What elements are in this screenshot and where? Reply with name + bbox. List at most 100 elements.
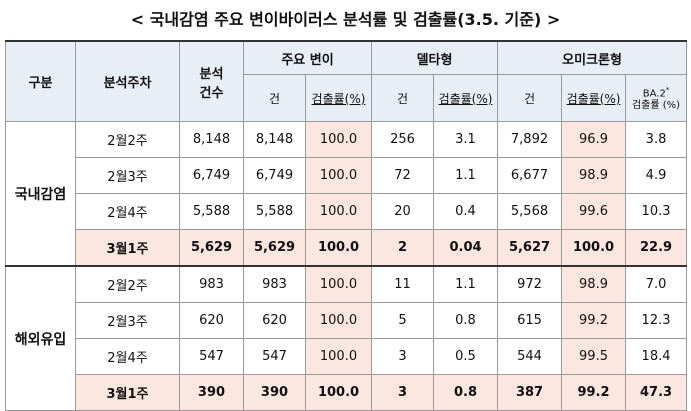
omicron-rate-cell: 99.2: [561, 374, 627, 411]
delta-rate-cell: 1.1: [432, 265, 499, 303]
omicron-rate-cell: 99.5: [561, 338, 627, 375]
ba2-rate-cell: 7.0: [625, 265, 688, 303]
delta-rate-cell: 3.1: [432, 121, 499, 158]
header-delta-rate: 검출률(%): [432, 74, 499, 122]
major-rate-cell: 100.0: [305, 374, 372, 411]
delta-cases-cell: 3: [371, 338, 434, 375]
major-rate-cell: 100.0: [305, 338, 372, 375]
omicron-cases-cell: 972: [497, 265, 563, 303]
analyzed-cell: 5,629: [179, 229, 244, 267]
header-ba2-line2: 검출률 (%): [631, 100, 681, 112]
major-cases-cell: 547: [243, 338, 306, 375]
week-cell: 2월4주: [75, 338, 180, 375]
omicron-rate-cell: 100.0: [561, 229, 627, 267]
major-cases-cell: 8,148: [243, 121, 306, 158]
table-row: 3월1주 5,629 5,629 100.0 2 0.04 5,627 100.0 22.9: [6, 229, 688, 267]
table-row: 2월4주 547 547 100.0 3 0.5 544 99.5 18.4: [6, 338, 688, 375]
week-cell: 3월1주: [75, 229, 180, 267]
table-title: < 국내감염 주요 변이바이러스 분석률 및 검출률(3.5. 기준) >: [130, 10, 561, 29]
major-rate-cell: 100.0: [305, 193, 372, 230]
omicron-cases-cell: 5,627: [497, 229, 563, 267]
variant-table: 구분 분석주차 분석 건수 주요 변이 델타형 오미크론형 건 검출률(%) 건…: [5, 40, 688, 411]
delta-rate-cell: 0.4: [432, 193, 499, 230]
delta-cases-cell: 5: [371, 302, 434, 339]
header-analyzed-count: 분석 건수: [179, 40, 244, 122]
header-omicron-rate: 검출률(%): [561, 74, 627, 122]
group-label: 국내감염: [5, 121, 76, 267]
analyzed-cell: 547: [179, 338, 244, 375]
table-row: 2월4주 5,588 5,588 100.0 20 0.4 5,568 99.6 10.3: [6, 193, 688, 230]
major-rate-cell: 100.0: [305, 229, 372, 267]
header-ba2-rate: BA.2* 검출률 (%): [625, 74, 688, 122]
header-omicron-cases: 건: [497, 74, 563, 122]
omicron-cases-cell: 387: [497, 374, 563, 411]
ba2-rate-cell: 10.3: [625, 193, 688, 230]
ba2-rate-cell: 18.4: [625, 338, 688, 375]
omicron-rate-cell: 98.9: [561, 157, 627, 194]
table-row: 해외유입 2월2주 983 983 100.0 11 1.1 972 98.9 7.0: [5, 265, 688, 411]
header-count-line2: 건수: [199, 85, 224, 101]
analyzed-cell: 983: [179, 265, 244, 303]
header-major-variant: 주요 변이: [243, 40, 372, 75]
delta-rate-cell: 0.8: [432, 374, 499, 411]
ba2-rate-cell: 12.3: [625, 302, 688, 339]
analyzed-cell: 390: [179, 374, 244, 411]
delta-cases-cell: 72: [371, 157, 434, 194]
header-count-line1: 분석: [199, 66, 224, 82]
week-cell: 2월4주: [75, 193, 180, 230]
major-rate-cell: 100.0: [305, 302, 372, 339]
major-cases-cell: 5,629: [243, 229, 306, 267]
header-major-rate: 검출률(%): [305, 74, 372, 122]
omicron-cases-cell: 6,677: [497, 157, 563, 194]
delta-cases-cell: 2: [371, 229, 434, 267]
omicron-rate-cell: 99.2: [561, 302, 627, 339]
header-delta: 델타형: [370, 40, 499, 75]
header-row-1: 구분 분석주차 분석 건수 주요 변이 델타형 오미크론형: [5, 40, 688, 122]
header-week: 분석주차: [75, 40, 180, 122]
major-rate-cell: 100.0: [305, 157, 372, 194]
table-row: 국내감염 2월2주 8,148 8,148 100.0 256 3.1 7,892 96.9 3.…: [5, 121, 688, 267]
header-omicron: 오미크론형: [497, 40, 688, 75]
major-cases-cell: 620: [243, 302, 306, 339]
major-cases-cell: 6,749: [243, 157, 306, 194]
week-cell: 3월1주: [75, 374, 180, 411]
header-ba2-line1: BA.2*: [642, 85, 670, 100]
major-cases-cell: 390: [243, 374, 306, 411]
table-row: 2월3주 6,749 6,749 100.0 72 1.1 6,677 98.9 4.9: [6, 157, 688, 194]
omicron-cases-cell: 615: [497, 302, 563, 339]
omicron-cases-cell: 7,892: [497, 121, 563, 158]
delta-rate-cell: 0.5: [432, 338, 499, 375]
analyzed-cell: 8,148: [179, 121, 244, 158]
analyzed-cell: 5,588: [179, 193, 244, 230]
group-label: 해외유입: [5, 265, 76, 411]
analyzed-cell: 6,749: [179, 157, 244, 194]
header-major-cases: 건: [243, 74, 306, 122]
delta-cases-cell: 3: [371, 374, 434, 411]
omicron-rate-cell: 99.6: [561, 193, 627, 230]
ba2-rate-cell: 22.9: [625, 229, 688, 267]
analyzed-cell: 620: [179, 302, 244, 339]
delta-rate-cell: 0.8: [432, 302, 499, 339]
delta-cases-cell: 256: [371, 121, 434, 158]
omicron-cases-cell: 544: [497, 338, 563, 375]
ba2-rate-cell: 3.8: [625, 121, 688, 158]
delta-cases-cell: 11: [371, 265, 434, 303]
week-cell: 2월2주: [75, 265, 180, 303]
ba2-rate-cell: 4.9: [625, 157, 688, 194]
delta-rate-cell: 1.1: [432, 157, 499, 194]
header-group: 구분: [5, 40, 76, 122]
major-cases-cell: 5,588: [243, 193, 306, 230]
omicron-cases-cell: 5,568: [497, 193, 563, 230]
major-rate-cell: 100.0: [305, 265, 372, 303]
delta-rate-cell: 0.04: [432, 229, 499, 267]
table-row: 3월1주 390 390 100.0 3 0.8 387 99.2 47.3: [6, 374, 688, 411]
omicron-rate-cell: 96.9: [561, 121, 627, 158]
header-delta-cases: 건: [371, 74, 434, 122]
major-cases-cell: 983: [243, 265, 306, 303]
week-cell: 2월2주: [75, 121, 180, 158]
week-cell: 2월3주: [75, 157, 180, 194]
delta-cases-cell: 20: [371, 193, 434, 230]
table-row: 2월3주 620 620 100.0 5 0.8 615 99.2 12.3: [6, 302, 688, 339]
week-cell: 2월3주: [75, 302, 180, 339]
major-rate-cell: 100.0: [305, 121, 372, 158]
